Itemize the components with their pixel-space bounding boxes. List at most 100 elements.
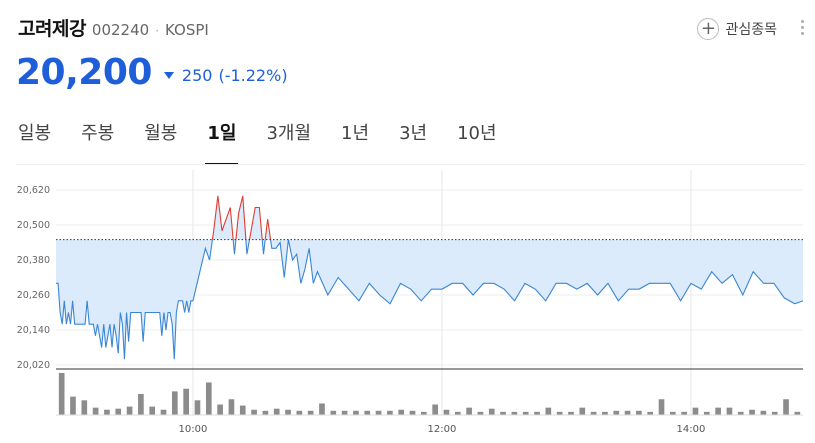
y-tick-label: 20,620 <box>17 185 50 196</box>
volume-bar <box>771 411 778 415</box>
volume-bar <box>454 411 461 415</box>
volume-bar <box>239 405 246 415</box>
tab-3month[interactable]: 3개월 <box>266 123 312 144</box>
volume-bar <box>522 411 529 415</box>
tab-3year[interactable]: 3년 <box>399 123 428 144</box>
volume-bar <box>205 382 212 415</box>
period-tabs: 일봉 주봉 월봉 1일 3개월 1년 3년 10년 <box>18 120 527 165</box>
y-tick-label: 20,380 <box>17 255 50 266</box>
volume-bar <box>138 394 144 415</box>
volume-bar <box>285 409 291 415</box>
watchlist-label: 관심종목 <box>725 22 777 38</box>
volume-bar <box>70 396 76 415</box>
stock-header: 고려제강 002240 · KOSPI <box>18 14 209 41</box>
volume-bar <box>375 410 382 415</box>
volume-bar <box>636 410 642 415</box>
price-change: 250 (-1.22%) <box>163 66 288 85</box>
volume-bar <box>387 410 393 415</box>
volume-bar <box>160 409 167 415</box>
volume-bar <box>613 410 620 415</box>
volume-bar <box>749 409 755 415</box>
volume-bar <box>421 411 427 415</box>
volume-bar <box>715 407 721 415</box>
plus-icon: + <box>697 18 720 40</box>
volume-bar <box>353 410 359 415</box>
y-tick-label: 20,140 <box>17 325 50 336</box>
volume-bar <box>624 410 631 415</box>
volume-bar <box>703 411 710 415</box>
stock-market: KOSPI <box>165 21 209 39</box>
volume-bar <box>330 410 337 415</box>
volume-bar <box>545 407 552 415</box>
tab-1year[interactable]: 1년 <box>341 123 370 144</box>
x-tick-label: 14:00 <box>677 424 706 435</box>
volume-bar <box>511 411 518 415</box>
volume-bar <box>466 407 472 415</box>
volume-bar <box>58 373 65 415</box>
volume-bar <box>726 407 733 415</box>
volume-bar <box>658 399 665 415</box>
volume-bar <box>692 407 699 415</box>
volume-bar <box>409 410 416 415</box>
volume-bar <box>783 399 789 415</box>
volume-bar <box>443 409 450 415</box>
change-percent: (-1.22%) <box>218 66 288 85</box>
volume-bar <box>760 410 767 415</box>
volume-bar <box>319 403 325 415</box>
volume-bar <box>647 411 654 415</box>
volume-bar <box>251 409 257 415</box>
volume-bar <box>183 388 189 415</box>
volume-bar <box>681 411 687 415</box>
volume-bar <box>737 411 744 415</box>
x-tick-label: 10:00 <box>179 424 208 435</box>
volume-bar <box>579 407 586 415</box>
volume-bar <box>273 408 280 415</box>
volume-bar <box>794 411 801 415</box>
price-row: 20,200 250 (-1.22%) <box>16 52 288 93</box>
volume-bar <box>92 407 99 415</box>
volume-bar <box>534 411 540 415</box>
volume-bar <box>126 406 133 415</box>
volume-bar <box>172 391 178 415</box>
volume-bar <box>307 410 314 415</box>
y-tick-label: 20,020 <box>17 360 50 371</box>
down-triangle-icon <box>163 72 174 79</box>
x-tick-label: 12:00 <box>428 424 457 435</box>
price-line-below <box>56 239 803 360</box>
volume-bar <box>296 410 303 415</box>
stock-name: 고려제강 <box>18 18 86 40</box>
volume-bar <box>500 411 506 415</box>
tab-weekly[interactable]: 주봉 <box>81 123 115 144</box>
volume-bar <box>568 411 574 415</box>
volume-bar <box>432 404 438 415</box>
volume-bar <box>228 399 235 415</box>
separator-dot: · <box>155 24 160 38</box>
y-tick-label: 20,260 <box>17 290 50 301</box>
tab-monthly[interactable]: 월봉 <box>144 123 178 144</box>
tab-daily[interactable]: 일봉 <box>18 123 52 144</box>
price-line-above <box>211 195 289 240</box>
add-watchlist-button[interactable]: + 관심종목 <box>697 18 777 40</box>
volume-bar <box>104 409 110 415</box>
volume-bar <box>590 411 597 415</box>
y-tick-label: 20,500 <box>17 220 50 231</box>
volume-bar <box>364 410 371 415</box>
volume-bar <box>81 400 88 415</box>
tabs-divider <box>16 164 805 165</box>
change-amount: 250 <box>181 66 213 85</box>
volume-bar <box>341 410 348 415</box>
stock-code: 002240 <box>91 21 150 39</box>
tab-10year[interactable]: 10년 <box>457 123 497 144</box>
volume-bar <box>488 408 495 415</box>
volume-bar <box>602 411 608 415</box>
volume-bar <box>556 411 563 415</box>
volume-bar <box>477 411 484 415</box>
volume-bar <box>398 409 405 415</box>
volume-bar <box>194 400 201 415</box>
tab-1day[interactable]: 1일 <box>205 120 239 165</box>
volume-bar <box>262 410 269 415</box>
price-fill-area <box>56 195 803 360</box>
more-options-icon[interactable] <box>801 20 805 38</box>
volume-bar <box>149 406 156 415</box>
intraday-price-chart[interactable]: 20,620 20,500 20,380 20,260 20,140 20,020 10:0… <box>0 170 815 443</box>
